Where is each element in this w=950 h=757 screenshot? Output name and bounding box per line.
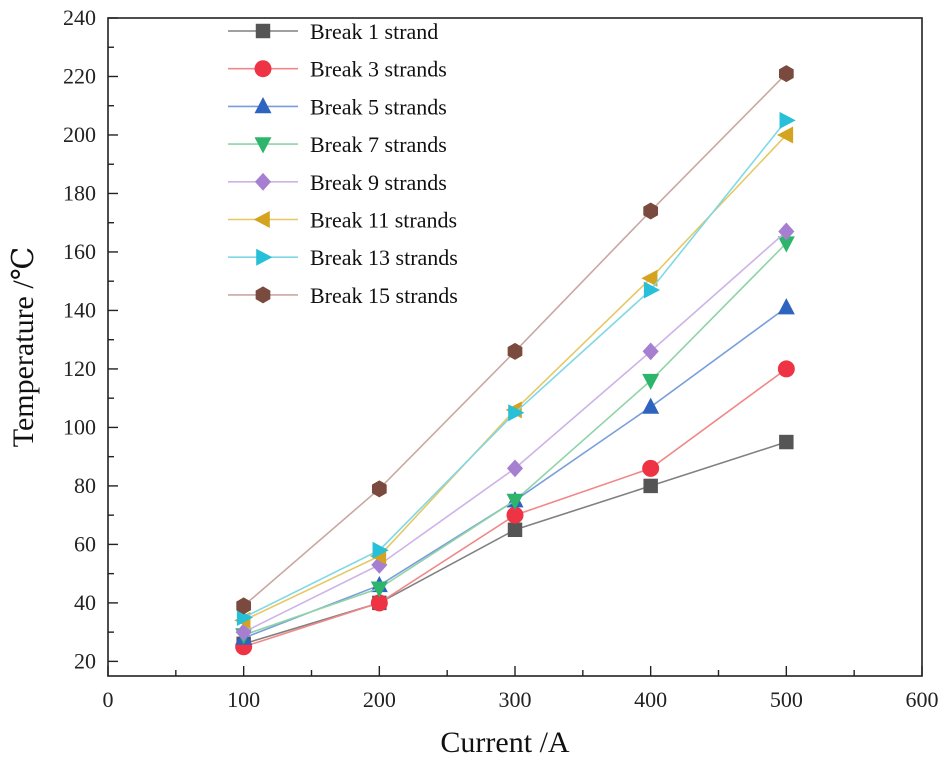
legend-label: Break 9 strands (310, 170, 447, 195)
y-tick-label: 200 (63, 122, 96, 147)
y-tick-label: 220 (63, 63, 96, 88)
legend-item-2: Break 3 strands (228, 57, 447, 82)
data-point (235, 623, 252, 642)
data-point (236, 609, 254, 627)
y-tick-label: 240 (63, 5, 96, 30)
x-tick-label: 500 (770, 687, 803, 712)
data-point (372, 541, 389, 559)
legend-item-7: Break 13 strands (228, 245, 458, 270)
data-point (507, 522, 523, 538)
y-tick-label: 60 (74, 531, 96, 556)
legend-marker (255, 286, 271, 304)
data-point (371, 555, 388, 574)
series-2 (235, 360, 795, 656)
legend-marker (254, 172, 272, 191)
legend-label: Break 3 strands (310, 57, 447, 82)
data-point (776, 126, 794, 144)
data-point (779, 111, 796, 129)
data-point (777, 236, 795, 253)
legend-label: Break 7 strands (310, 132, 447, 157)
y-tick-label: 40 (74, 590, 96, 615)
series-8 (236, 65, 794, 615)
data-point (508, 404, 525, 422)
series-6 (234, 126, 794, 629)
y-tick-label: 140 (63, 297, 96, 322)
data-point (236, 597, 252, 615)
x-tick-label: 300 (499, 687, 532, 712)
legend-label: Break 1 strand (310, 19, 438, 44)
data-point (778, 65, 794, 83)
legend-label: Break 11 strands (310, 208, 457, 233)
legend-item-5: Break 9 strands (228, 170, 447, 195)
legend-item-4: Break 7 strands (228, 132, 447, 157)
data-point (507, 342, 523, 360)
data-point (642, 397, 660, 414)
y-tick-label: 20 (74, 648, 96, 673)
legend-item-6: Break 11 strands (228, 208, 457, 233)
x-tick-label: 100 (227, 687, 260, 712)
data-point (370, 594, 388, 612)
legend-marker (256, 248, 273, 266)
data-point (643, 281, 661, 299)
data-point (642, 459, 660, 477)
x-tick-label: 0 (103, 687, 114, 712)
y-tick-label: 100 (63, 414, 96, 439)
y-tick-label: 180 (63, 180, 96, 205)
data-point (779, 434, 794, 450)
data-point (506, 506, 524, 524)
y-tick-label: 80 (74, 473, 96, 498)
x-tick-label: 600 (906, 687, 939, 712)
data-point (643, 478, 658, 494)
axes: 0 100 200 300 400 500 600 20 40 60 80 100 120 140 160 1… (63, 5, 939, 712)
data-point (641, 269, 658, 287)
legend-label: Break 13 strands (310, 245, 458, 270)
legend-marker (255, 23, 271, 39)
x-tick-label: 400 (634, 687, 667, 712)
legend-marker (254, 137, 272, 154)
legend-item-8: Break 15 strands (228, 283, 458, 308)
legend-item-3: Break 5 strands (228, 94, 447, 119)
legend-label: Break 15 strands (310, 283, 458, 308)
y-axis-title: Temperature /℃ (7, 247, 40, 448)
legend: Break 1 strand Break 3 strands Break 5 str… (228, 19, 458, 308)
series-7 (236, 111, 796, 627)
legend-label: Break 5 strands (310, 94, 447, 119)
data-point (642, 342, 659, 361)
data-point (778, 222, 795, 241)
data-point (777, 298, 795, 315)
legend-marker (254, 97, 272, 114)
series-5 (235, 222, 795, 642)
data-point (642, 373, 660, 390)
series-group (234, 65, 796, 656)
series-line (243, 119, 787, 619)
x-tick-label: 200 (363, 687, 396, 712)
y-tick-label: 160 (63, 239, 96, 264)
data-point (643, 202, 659, 220)
data-point (506, 493, 524, 510)
legend-marker (253, 211, 270, 228)
data-point (777, 360, 795, 378)
data-point (370, 581, 388, 598)
data-point (371, 480, 387, 498)
legend-item-1: Break 1 strand (228, 19, 438, 44)
x-axis-title: Current /A (440, 726, 569, 757)
y-tick-label: 120 (63, 356, 96, 381)
legend-marker (254, 60, 272, 78)
data-point (506, 459, 524, 478)
